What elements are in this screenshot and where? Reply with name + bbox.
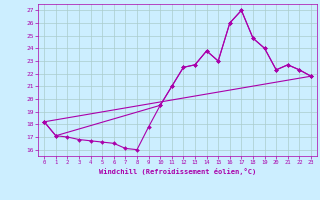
X-axis label: Windchill (Refroidissement éolien,°C): Windchill (Refroidissement éolien,°C) <box>99 168 256 175</box>
